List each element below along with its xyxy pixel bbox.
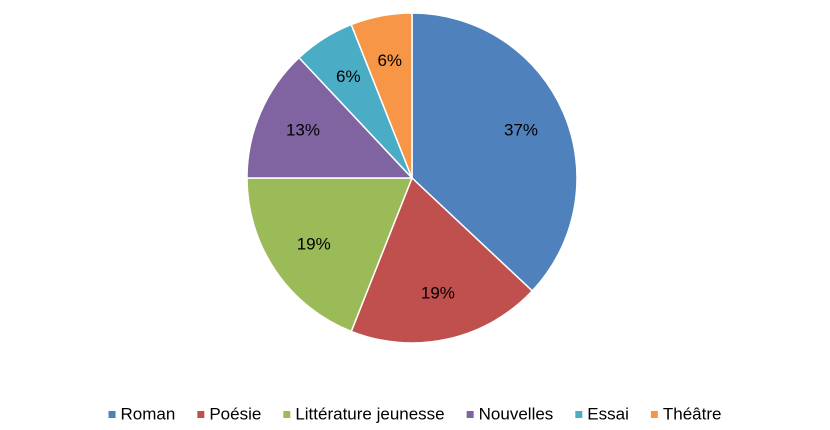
- slice-label: 19%: [421, 283, 455, 302]
- pie-slice: [411, 12, 578, 293]
- legend: Roman Poésie Littérature jeunesse Nouvelles…: [108, 404, 722, 423]
- legend-marker: [108, 411, 116, 418]
- legend-marker: [575, 411, 583, 418]
- legend-label: Littérature jeunesse: [295, 404, 444, 423]
- slice-label: 13%: [286, 120, 320, 139]
- pie-slice: [246, 177, 414, 333]
- pie-slice: [246, 56, 414, 179]
- pie-slice: [350, 12, 413, 179]
- legend-marker: [466, 411, 474, 418]
- legend-label: Théâtre: [663, 404, 722, 423]
- legend-label: Essai: [587, 404, 629, 423]
- slice-label: 19%: [297, 234, 331, 253]
- slice-label: 6%: [336, 67, 361, 86]
- legend-label: Nouvelles: [479, 404, 554, 423]
- legend-label: Poésie: [209, 404, 261, 423]
- pie-slice: [350, 176, 534, 344]
- slice-label: 6%: [377, 51, 402, 70]
- legend-marker: [283, 411, 291, 418]
- slice-label: 37%: [504, 120, 538, 139]
- legend-marker: [650, 411, 658, 418]
- legend-marker: [197, 411, 205, 418]
- legend-label: Roman: [121, 404, 176, 423]
